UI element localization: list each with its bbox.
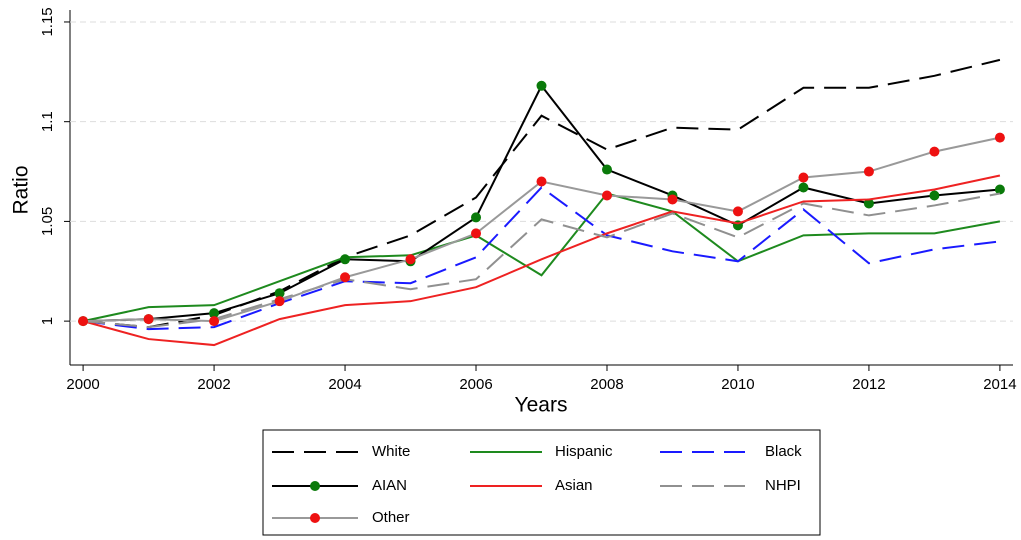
legend-label: Asian (555, 477, 593, 494)
legend-marker (310, 513, 320, 523)
series-marker (471, 228, 482, 239)
series-marker (994, 132, 1005, 143)
series-marker (667, 194, 678, 205)
series-line (83, 58, 1001, 329)
legend-label: Hispanic (555, 443, 613, 460)
x-tick-label: 2004 (328, 376, 361, 393)
series-marker (732, 206, 743, 217)
series-line (83, 83, 1000, 323)
y-tick-label: 1.15 (39, 7, 56, 36)
legend-label: Other (372, 509, 410, 526)
legend-label: White (372, 443, 410, 460)
series-line (82, 192, 1001, 323)
y-tick-label: 1.05 (39, 207, 56, 236)
series-marker (863, 198, 874, 209)
series-marker (78, 316, 89, 327)
x-tick-label: 2002 (197, 376, 230, 393)
series-marker (863, 166, 874, 177)
series-marker (340, 272, 351, 283)
legend-label: Black (765, 443, 802, 460)
y-tick-label: 1.1 (39, 111, 56, 132)
series-line (82, 186, 1001, 331)
series-marker (405, 254, 416, 265)
series-marker (536, 176, 547, 187)
legend-label: NHPI (765, 477, 801, 494)
series-marker (274, 296, 285, 307)
x-axis-title: Years (515, 394, 568, 417)
series-marker (340, 254, 351, 265)
legend-box (262, 429, 821, 536)
legend-marker (310, 481, 320, 491)
x-tick-label: 2014 (983, 376, 1016, 393)
series-line (82, 174, 1001, 347)
series-marker (209, 316, 220, 327)
series-marker (601, 164, 612, 175)
x-tick-label: 2008 (590, 376, 623, 393)
series-marker (929, 190, 940, 201)
x-tick-label: 2012 (852, 376, 885, 393)
series-marker (209, 308, 220, 319)
series-marker (994, 184, 1005, 195)
series-marker (536, 80, 547, 91)
x-tick-label: 2010 (721, 376, 754, 393)
series-marker (798, 172, 809, 183)
series-marker (798, 182, 809, 193)
series-marker (274, 288, 285, 299)
y-tick-label: 1 (39, 317, 56, 325)
y-axis-title: Ratio (10, 165, 33, 214)
x-tick-label: 2006 (459, 376, 492, 393)
series-line (83, 192, 1001, 329)
series-marker (929, 146, 940, 157)
legend-label: AIAN (372, 477, 407, 494)
series-marker (471, 212, 482, 223)
series-marker (601, 190, 612, 201)
series-line (83, 136, 1001, 323)
x-tick-label: 2000 (66, 376, 99, 393)
series-marker (143, 314, 154, 325)
